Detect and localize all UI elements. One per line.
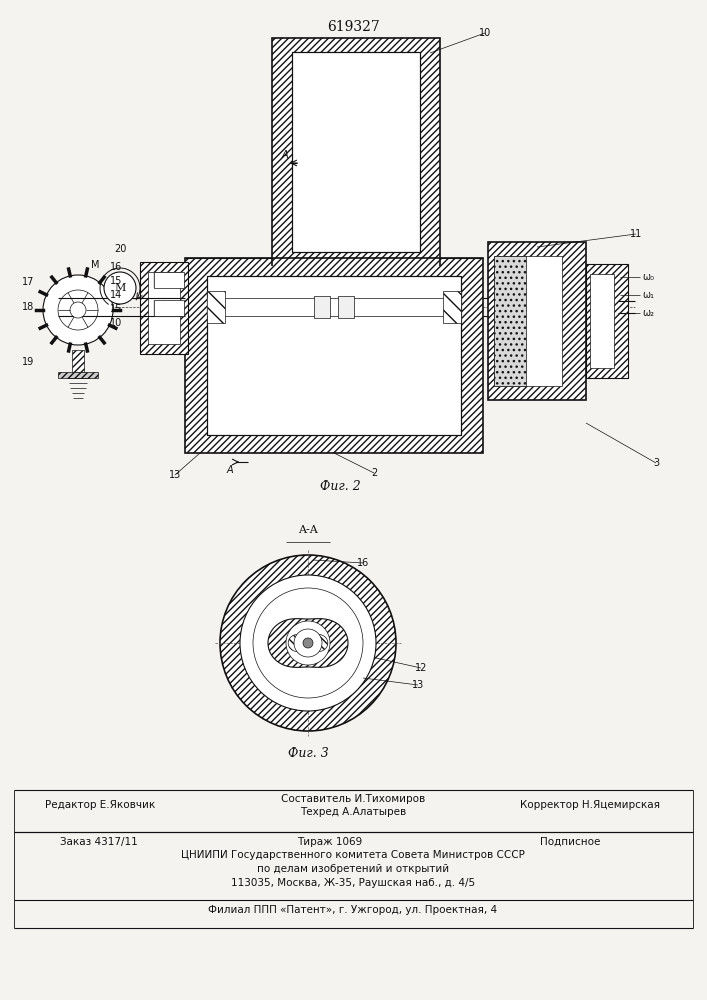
Circle shape bbox=[58, 290, 98, 330]
Polygon shape bbox=[288, 634, 328, 652]
Bar bbox=[207, 276, 461, 435]
Text: 3: 3 bbox=[653, 458, 659, 468]
Bar bbox=[590, 274, 614, 368]
Circle shape bbox=[220, 555, 396, 731]
Polygon shape bbox=[268, 619, 348, 667]
Bar bbox=[338, 296, 354, 318]
Text: ω₀: ω₀ bbox=[642, 272, 654, 282]
Text: Заказ 4317/11: Заказ 4317/11 bbox=[60, 837, 138, 847]
Circle shape bbox=[104, 272, 136, 304]
Bar bbox=[488, 242, 586, 400]
Text: 17: 17 bbox=[22, 277, 34, 287]
Text: Техред А.Алатырев: Техред А.Алатырев bbox=[300, 807, 406, 817]
Text: M: M bbox=[115, 283, 126, 293]
Bar bbox=[154, 272, 184, 288]
Text: 10: 10 bbox=[479, 28, 491, 38]
Bar bbox=[443, 291, 461, 323]
Circle shape bbox=[286, 621, 330, 665]
Text: 13: 13 bbox=[412, 680, 424, 690]
Bar bbox=[292, 52, 420, 252]
Bar bbox=[72, 350, 84, 372]
Bar bbox=[292, 52, 420, 252]
Bar bbox=[586, 264, 628, 378]
Bar bbox=[494, 256, 526, 386]
Text: Составитель И.Тихомиров: Составитель И.Тихомиров bbox=[281, 794, 425, 804]
Text: 619327: 619327 bbox=[327, 20, 380, 34]
Text: 12: 12 bbox=[415, 663, 427, 673]
Text: по делам изобретений и открытий: по делам изобретений и открытий bbox=[257, 864, 449, 874]
Bar bbox=[148, 272, 180, 344]
Bar bbox=[207, 298, 461, 316]
Bar bbox=[154, 300, 184, 316]
Circle shape bbox=[240, 575, 376, 711]
Text: 19: 19 bbox=[22, 357, 34, 367]
Text: 11: 11 bbox=[630, 229, 642, 239]
Text: Филиал ППП «Патент», г. Ужгород, ул. Проектная, 4: Филиал ППП «Патент», г. Ужгород, ул. Про… bbox=[209, 905, 498, 915]
Text: 16: 16 bbox=[357, 558, 369, 568]
Text: ω₁: ω₁ bbox=[642, 290, 654, 300]
Bar bbox=[185, 258, 483, 453]
Text: 20: 20 bbox=[114, 244, 126, 254]
Text: Фиг. 2: Фиг. 2 bbox=[320, 480, 361, 493]
Text: ω₂: ω₂ bbox=[642, 308, 654, 318]
Circle shape bbox=[43, 275, 113, 345]
Text: 18: 18 bbox=[22, 302, 34, 312]
Bar bbox=[314, 296, 330, 318]
Circle shape bbox=[294, 629, 322, 657]
Text: A-A: A-A bbox=[298, 525, 318, 535]
Text: 10: 10 bbox=[110, 318, 122, 328]
Text: Фиг. 3: Фиг. 3 bbox=[288, 747, 328, 760]
Bar bbox=[494, 256, 562, 386]
Text: Подписное: Подписное bbox=[540, 837, 600, 847]
Circle shape bbox=[253, 588, 363, 698]
Bar bbox=[207, 291, 225, 323]
Text: 13: 13 bbox=[169, 470, 181, 480]
Text: 14: 14 bbox=[110, 290, 122, 300]
Text: 15: 15 bbox=[110, 304, 122, 314]
Text: Корректор Н.Яцемирская: Корректор Н.Яцемирская bbox=[520, 800, 660, 810]
Text: ЦНИИПИ Государственного комитета Совета Министров СССР: ЦНИИПИ Государственного комитета Совета … bbox=[181, 850, 525, 860]
Text: M: M bbox=[90, 260, 99, 270]
Text: Редактор Е.Яковчик: Редактор Е.Яковчик bbox=[45, 800, 155, 810]
Circle shape bbox=[303, 638, 313, 648]
Bar bbox=[140, 262, 188, 354]
Bar bbox=[58, 372, 98, 378]
Text: 16: 16 bbox=[110, 262, 122, 272]
Circle shape bbox=[70, 302, 86, 318]
Text: A: A bbox=[226, 465, 233, 475]
Bar bbox=[207, 276, 461, 435]
Text: 2: 2 bbox=[371, 468, 377, 478]
Text: A: A bbox=[281, 150, 288, 160]
Text: 113035, Москва, Ж-35, Раушская наб., д. 4/5: 113035, Москва, Ж-35, Раушская наб., д. … bbox=[231, 878, 475, 888]
Bar bbox=[272, 38, 440, 266]
Text: 15: 15 bbox=[110, 276, 122, 286]
Text: Тираж 1069: Тираж 1069 bbox=[298, 837, 363, 847]
